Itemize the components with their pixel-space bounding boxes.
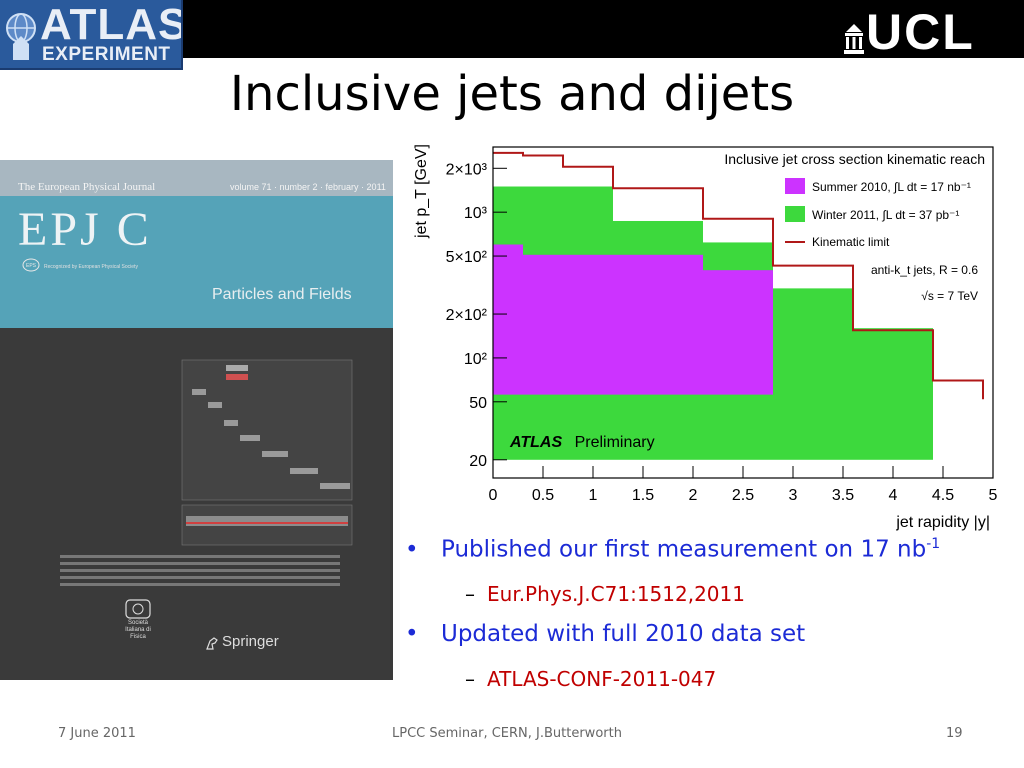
atlas-watermark-bold: ATLAS: [509, 434, 562, 451]
x-tick-label: 0: [489, 487, 498, 504]
springer-horse-icon: [206, 637, 218, 650]
bullet-published: • Published our first measurement on 17 n…: [405, 536, 941, 563]
annotation-jets: anti-k_t jets, R = 0.6: [871, 263, 978, 277]
bullet-dot: •: [405, 536, 419, 563]
footer-event: LPCC Seminar, CERN, J.Butterworth: [392, 726, 622, 741]
cover-figure-graphic: [60, 359, 353, 586]
cover-epj-logo: EPJ C: [18, 203, 152, 256]
bullet-updated: • Updated with full 2010 data set: [405, 621, 806, 647]
x-tick-label: 5: [989, 487, 998, 504]
x-tick-label: 2.5: [732, 487, 754, 504]
y-tick-label: 10²: [464, 351, 488, 368]
x-tick-label: 1: [589, 487, 598, 504]
x-tick-label: 4.5: [932, 487, 954, 504]
legend-label-winter: Winter 2011, ∫L dt = 37 pb⁻¹: [812, 208, 959, 222]
eps-icon: EPS: [22, 258, 40, 272]
cover-sif-label: Società Italiana di Fisica: [125, 620, 151, 640]
ucl-logo: UCL: [866, 4, 975, 60]
sif-seal-icon: [125, 599, 151, 619]
kinematic-limit-line: [493, 151, 984, 400]
ucl-portico-icon: [844, 24, 864, 54]
legend-swatch-winter: [785, 206, 805, 222]
winter-bin-3: [773, 288, 853, 460]
kinematic-reach-chart: 0 0.5 1 1.5 2 2.5 3 3.5 4 4.5 5 20 50 10² 2×10² 5×10² 10…: [413, 144, 998, 531]
y-tick-label: 10³: [464, 205, 488, 222]
journal-cover-image: The European Physical Journal volume 71 …: [0, 160, 393, 680]
cover-top-band: [0, 160, 393, 196]
x-tick-label: 4: [889, 487, 898, 504]
cover-teal-band: [0, 196, 393, 328]
atlas-watermark-normal: Preliminary: [575, 434, 655, 451]
cover-society: Recognized by European Physical Society: [44, 264, 138, 270]
y-axis-label: jet p_T [GeV]: [413, 144, 430, 239]
x-tick-label: 3: [789, 487, 798, 504]
annotation-energy: √s = 7 TeV: [921, 289, 978, 303]
atlas-experiment-logo: ATLAS EXPERIMENT: [0, 0, 183, 70]
summer-bin-3: [703, 270, 773, 395]
x-tick-label: 2: [689, 487, 698, 504]
summer-bin-2: [613, 254, 703, 395]
cover-section: Particles and Fields: [212, 286, 352, 303]
atlas-logo-subtitle: EXPERIMENT: [42, 44, 171, 65]
footer-date: 7 June 2011: [58, 726, 136, 741]
summer-bin-1: [523, 254, 613, 395]
cover-journal-name: The European Physical Journal: [18, 181, 156, 193]
y-tick-label: 5×10²: [446, 249, 488, 266]
legend-swatch-summer: [785, 178, 805, 194]
bullet-updated-ref: – ATLAS-CONF-2011-047: [465, 667, 717, 691]
y-tick-label: 2×10³: [446, 161, 488, 178]
y-tick-label: 20: [469, 453, 487, 470]
bullet-published-ref: – Eur.Phys.J.C71:1512,2011: [465, 582, 745, 606]
bullet-dot: •: [405, 621, 419, 647]
y-tick-label: 2×10²: [446, 307, 488, 324]
svg-text:EPS: EPS: [26, 263, 37, 269]
y-tick-label: 50: [469, 395, 487, 412]
atlas-logo-word: ATLAS: [40, 0, 183, 49]
x-axis-label: jet rapidity |y|: [895, 514, 990, 531]
chart-legend: Summer 2010, ∫L dt = 17 nb⁻¹ Winter 2011…: [785, 178, 971, 249]
x-tick-label: 1.5: [632, 487, 654, 504]
chart-title: Inclusive jet cross section kinematic re…: [724, 151, 985, 167]
x-tick-label: 0.5: [532, 487, 554, 504]
footer-page-number: 19: [946, 726, 963, 741]
legend-label-kinematic: Kinematic limit: [812, 235, 890, 249]
legend-label-summer: Summer 2010, ∫L dt = 17 nb⁻¹: [812, 180, 971, 194]
slide-title: Inclusive jets and dijets: [229, 66, 795, 122]
x-tick-label: 3.5: [832, 487, 854, 504]
cover-volume: volume 71 · number 2 · february · 2011: [230, 182, 386, 192]
atlas-globe-icon: [6, 13, 36, 60]
cover-publisher: Springer: [222, 633, 279, 650]
atlas-watermark: ATLAS Preliminary: [509, 434, 655, 451]
winter-bin-4: [853, 328, 933, 460]
summer-bin-0: [493, 244, 523, 395]
